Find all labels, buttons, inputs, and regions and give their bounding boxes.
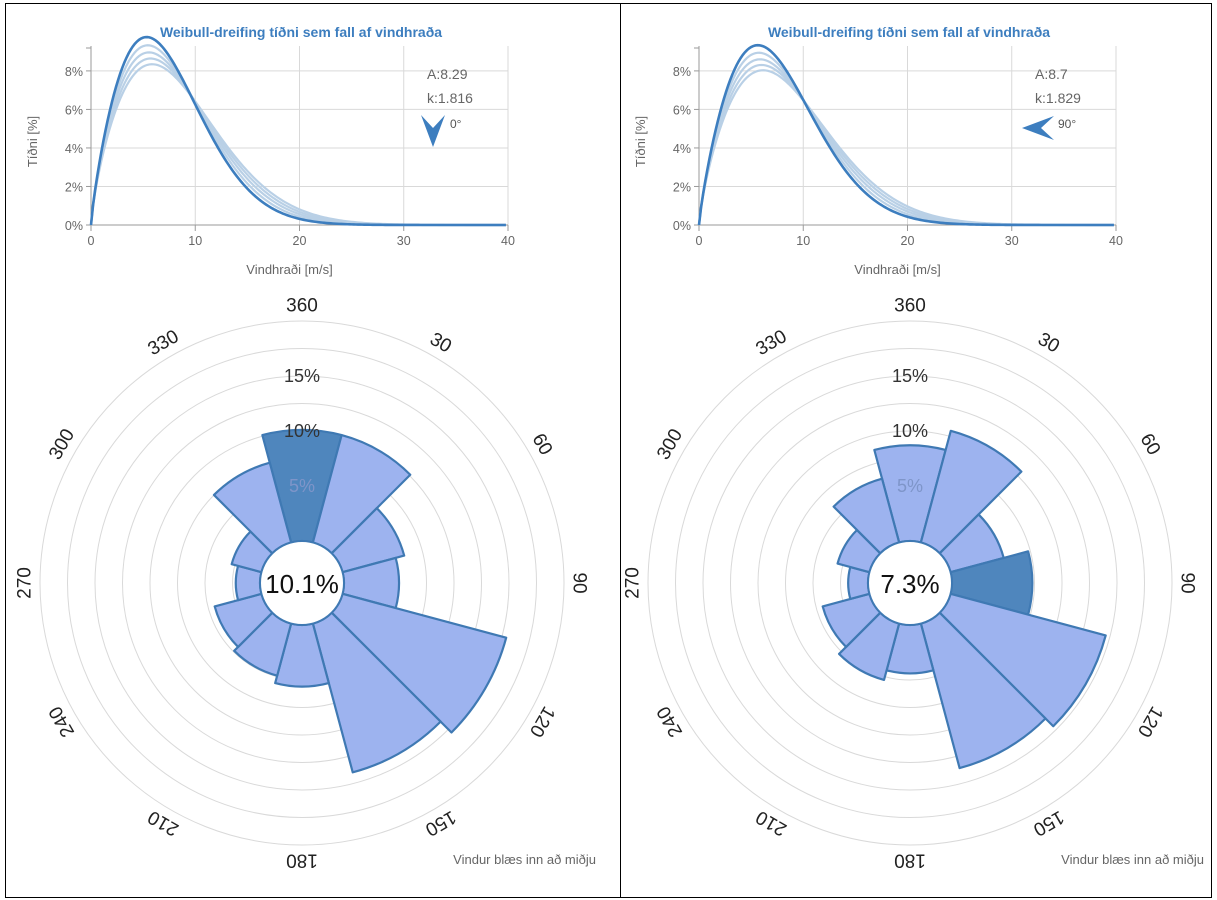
weibull-x-tick: 0 bbox=[88, 234, 95, 248]
rose-angle-label: 120 bbox=[1133, 703, 1167, 741]
rose-angle-label: 330 bbox=[145, 326, 183, 360]
weibull-series-primary bbox=[697, 43, 1114, 227]
right-panel: Weibull-dreifing tíðni sem fall af vindh… bbox=[614, 0, 1217, 900]
rose-center-value: 7.3% bbox=[880, 569, 939, 599]
weibull-x-tick: 20 bbox=[293, 234, 307, 248]
weibull-x-label: Vindhraði [m/s] bbox=[854, 262, 940, 277]
rose-angle-label: 330 bbox=[753, 326, 791, 360]
rose-grid-ring bbox=[94, 375, 510, 791]
weibull-y-tick: 0% bbox=[65, 219, 83, 233]
weibull-x-tick: 0 bbox=[696, 234, 703, 248]
rose-angle-label: 180 bbox=[894, 850, 926, 871]
weibull-x-tick: 20 bbox=[901, 234, 915, 248]
rose-center-disc bbox=[259, 540, 345, 626]
weibull-A-label: A:8.7 bbox=[1035, 66, 1068, 82]
rose-angle-label: 30 bbox=[426, 329, 455, 358]
rose-angle-label: 30 bbox=[1034, 329, 1063, 358]
weibull-series-faded bbox=[89, 57, 506, 227]
weibull-series-faded bbox=[89, 63, 506, 227]
rose-angle-label: 210 bbox=[145, 806, 183, 840]
weibull-y-tick: 2% bbox=[65, 180, 83, 194]
weibull-x-tick: 40 bbox=[501, 234, 515, 248]
rose-angle-label: 150 bbox=[422, 806, 460, 840]
rose-ring-label: 10% bbox=[892, 421, 928, 441]
rose-angle-label: 300 bbox=[653, 426, 687, 464]
rose-angle-label: 60 bbox=[1136, 430, 1165, 459]
rose-grid-ring bbox=[67, 348, 537, 818]
rose-grid-ring bbox=[39, 320, 565, 846]
rose-grid-ring bbox=[702, 375, 1118, 791]
weibull-k-label: k:1.816 bbox=[427, 90, 473, 106]
rose-center-value: 10.1% bbox=[265, 569, 339, 599]
weibull-y-label: Tíðni [%] bbox=[25, 116, 40, 167]
weibull-direction-label: 90° bbox=[1058, 117, 1076, 131]
weibull-direction-label: 0° bbox=[450, 117, 462, 131]
outer-frame bbox=[5, 3, 1212, 898]
rose-center-disc bbox=[867, 540, 953, 626]
rose-grid-ring bbox=[730, 403, 1090, 763]
rose-angle-label: 150 bbox=[1030, 806, 1068, 840]
rose-angle-label: 300 bbox=[45, 426, 79, 464]
rose-ring-label: 15% bbox=[284, 366, 320, 386]
weibull-title: Weibull-dreifing tíðni sem fall af vindh… bbox=[160, 24, 442, 40]
rose-angle-label: 120 bbox=[525, 703, 559, 741]
rose-angle-label: 240 bbox=[653, 703, 687, 741]
weibull-A-label: A:8.29 bbox=[427, 66, 468, 82]
left-panel: Weibull-dreifing tíðni sem fall af vindh… bbox=[6, 0, 614, 900]
weibull-x-tick: 40 bbox=[1109, 234, 1123, 248]
rose-angle-label: 210 bbox=[753, 806, 791, 840]
rose-angle-label: 240 bbox=[45, 703, 79, 741]
wind-direction-arrow-icon bbox=[421, 115, 445, 147]
panel-divider bbox=[620, 3, 621, 898]
rose-footnote: Vindur blæs inn að miðju bbox=[1061, 852, 1204, 867]
rose-angle-label: 360 bbox=[286, 296, 318, 317]
weibull-k-label: k:1.829 bbox=[1035, 90, 1081, 106]
rose-angle-label: 360 bbox=[894, 296, 926, 317]
weibull-series-faded bbox=[697, 58, 1114, 227]
rose-ring-label: 5% bbox=[897, 476, 923, 496]
wind-direction-arrow-icon bbox=[1022, 116, 1054, 140]
rose-ring-label: 5% bbox=[289, 476, 315, 496]
rose-ring-label: 10% bbox=[284, 421, 320, 441]
rose-grid-ring bbox=[647, 320, 1173, 846]
weibull-y-tick: 8% bbox=[65, 65, 83, 79]
weibull-y-tick: 6% bbox=[65, 103, 83, 117]
weibull-y-tick: 8% bbox=[673, 65, 691, 79]
rose-angle-label: 270 bbox=[623, 567, 644, 599]
rose-angle-label: 180 bbox=[286, 850, 318, 871]
rose-grid-ring bbox=[675, 348, 1145, 818]
chart-svg: Weibull-dreifing tíðni sem fall af vindh… bbox=[15, 24, 597, 871]
rose-angle-label: 60 bbox=[528, 430, 557, 459]
rose-ring-label: 15% bbox=[892, 366, 928, 386]
weibull-title: Weibull-dreifing tíðni sem fall af vindh… bbox=[768, 24, 1050, 40]
weibull-x-label: Vindhraði [m/s] bbox=[246, 262, 332, 277]
weibull-x-tick: 30 bbox=[1005, 234, 1019, 248]
rose-grid-ring bbox=[757, 430, 1063, 736]
weibull-y-tick: 0% bbox=[673, 219, 691, 233]
rose-angle-label: 90 bbox=[569, 572, 590, 593]
rose-grid-ring bbox=[122, 403, 482, 763]
weibull-x-tick: 10 bbox=[796, 234, 810, 248]
rose-angle-label: 90 bbox=[1177, 572, 1198, 593]
weibull-y-tick: 4% bbox=[673, 142, 691, 156]
rose-footnote: Vindur blæs inn að miðju bbox=[453, 852, 596, 867]
weibull-series-primary bbox=[89, 35, 506, 227]
weibull-y-tick: 4% bbox=[65, 142, 83, 156]
weibull-x-tick: 10 bbox=[188, 234, 202, 248]
weibull-y-tick: 2% bbox=[673, 180, 691, 194]
rose-angle-label: 270 bbox=[15, 567, 36, 599]
weibull-series-faded bbox=[697, 63, 1114, 227]
weibull-x-tick: 30 bbox=[397, 234, 411, 248]
chart-svg: Weibull-dreifing tíðni sem fall af vindh… bbox=[623, 24, 1205, 871]
weibull-y-label: Tíðni [%] bbox=[633, 116, 648, 167]
weibull-y-tick: 6% bbox=[673, 103, 691, 117]
